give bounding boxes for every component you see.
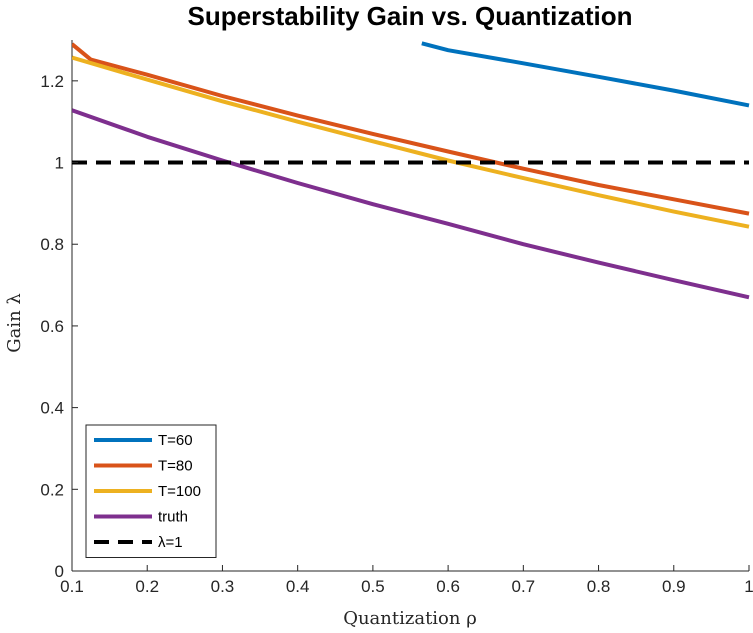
chart-title: Superstability Gain vs. Quantization [188, 1, 633, 31]
y-tick-label: 1 [55, 154, 64, 173]
x-tick-label: 0.9 [662, 577, 686, 596]
series-line-4 [72, 108, 750, 300]
x-tick-label: 0.6 [436, 577, 460, 596]
y-tick-label: 0 [55, 562, 64, 581]
x-tick-label: 0.8 [587, 577, 611, 596]
x-tick-label: 0.4 [286, 577, 310, 596]
x-tick-label: 0.2 [135, 577, 159, 596]
legend-label: T=100 [158, 483, 201, 500]
y-axis-label: Gain λ [4, 293, 25, 353]
x-tick-label: 0.1 [60, 577, 84, 596]
axes [71, 40, 749, 572]
x-axis-label: Quantization ρ [343, 608, 477, 629]
series-line-1 [421, 41, 750, 108]
y-tick-label: 0.4 [40, 399, 64, 418]
legend-label: truth [158, 509, 188, 526]
legend: T=60 T=80 T=100 truth λ=1 [85, 424, 217, 558]
x-tick-label: 0.7 [512, 577, 536, 596]
y-tick-label: 0.6 [40, 317, 64, 336]
series-layer [72, 41, 750, 300]
series-line-3 [72, 55, 750, 229]
x-tick-label: 0.3 [211, 577, 235, 596]
y-tick-label: 1.2 [40, 72, 64, 91]
legend-label: T=60 [158, 432, 193, 449]
x-tick-label: 1 [744, 577, 753, 596]
legend-label: T=80 [158, 458, 193, 475]
legend-label: λ=1 [158, 534, 183, 551]
y-tick-label: 0.8 [40, 235, 64, 254]
ticks-layer: 0.1 0.2 0.3 0.4 0.5 0.6 0.7 0.8 0.9 1 0 0.2 0.4 0.6 0.… [40, 72, 753, 596]
x-tick-label: 0.5 [361, 577, 385, 596]
y-tick-label: 0.2 [40, 480, 64, 499]
series-line-2 [72, 42, 750, 216]
